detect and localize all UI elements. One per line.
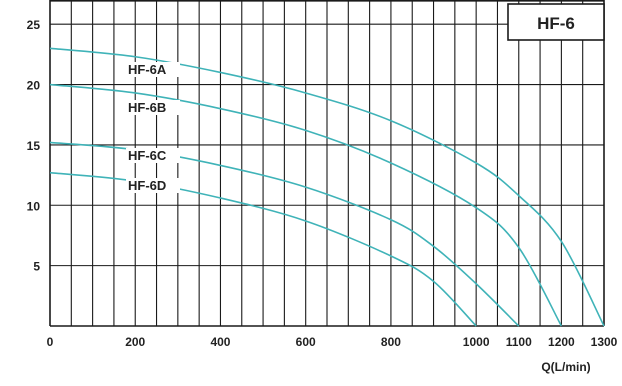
x-tick-label: 1100 xyxy=(506,335,532,349)
y-tick-label: 20 xyxy=(27,79,41,93)
x-tick-label: 400 xyxy=(210,335,230,349)
tick-layer: 0 200 400 600 800 1000 1100 1200 1300 5 10 15 20 25 xyxy=(27,18,618,349)
series-label-bg xyxy=(126,100,180,115)
series-curve-hf-6a xyxy=(49,47,605,327)
x-tick-label: 1000 xyxy=(463,335,490,349)
x-tick-label: 800 xyxy=(381,335,401,349)
x-tick-label: 200 xyxy=(125,335,145,349)
label-layer: HF-6A HF-6B HF-6C HF-6D xyxy=(126,62,180,193)
y-tick-label: 25 xyxy=(27,18,41,32)
title-box xyxy=(507,3,605,41)
series-curve-hf-6b xyxy=(49,83,563,327)
x-tick-label: 1200 xyxy=(548,335,575,349)
series-label-hf-6c: HF-6C xyxy=(128,148,167,163)
chart-title: HF-6 xyxy=(537,14,575,33)
x-tick-label: 1300 xyxy=(591,335,618,349)
series-label-bg xyxy=(126,62,180,77)
grid-layer xyxy=(49,0,605,327)
series-label-hf-6d: HF-6D xyxy=(128,178,166,193)
x-axis-label: Q(L/min) xyxy=(541,360,590,374)
series-label-hf-6b: HF-6B xyxy=(128,100,166,115)
y-tick-label: 15 xyxy=(27,139,41,153)
series-label-bg xyxy=(126,178,180,193)
series-label-hf-6a: HF-6A xyxy=(128,62,167,77)
y-tick-label: 5 xyxy=(33,260,40,274)
x-tick-label: 600 xyxy=(296,335,316,349)
x-tick-label: 0 xyxy=(47,335,54,349)
series-label-bg xyxy=(126,148,180,163)
y-tick-label: 10 xyxy=(27,199,41,213)
